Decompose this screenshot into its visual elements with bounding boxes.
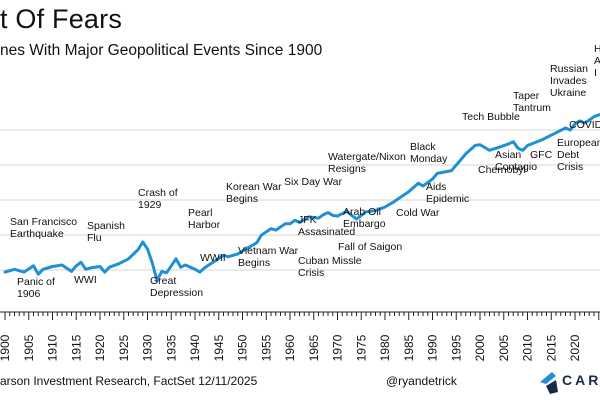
annotation-label: JFK Assasinated	[298, 214, 355, 238]
annotation-label: Spanish Flu	[87, 220, 125, 244]
x-tick-label: 2020	[568, 334, 582, 361]
x-tick-label: 1910	[46, 334, 60, 361]
annotation-label: Cold War	[396, 207, 440, 219]
page-title: t Of Fears	[0, 4, 123, 34]
x-tick-label: 1900	[0, 334, 12, 361]
x-tick-label: 2015	[544, 334, 558, 361]
annotation-label: Cuban Missle Crisis	[298, 255, 362, 279]
x-tick-label: 1975	[354, 334, 368, 361]
x-tick-label: 1940	[188, 334, 202, 361]
x-tick-label: 1930	[141, 334, 155, 361]
x-tick-label: 1970	[331, 334, 345, 361]
annotation-label: Vietnam War Begins	[238, 245, 299, 269]
x-tick-label: 1950	[236, 334, 250, 361]
x-tick-label: 1990	[426, 334, 440, 361]
x-tick-label: 1955	[259, 334, 273, 361]
annotation-label: WWI	[74, 274, 97, 286]
x-tick-label: 1925	[117, 334, 131, 361]
x-tick-label: 1915	[69, 334, 83, 361]
annotation-label: Korean War Begins	[226, 181, 282, 205]
x-tick-label: 1960	[283, 334, 297, 361]
annotation-label: European Debt Crisis	[557, 137, 600, 173]
logo-mark-icon	[540, 372, 558, 394]
author-handle: @ryandetrick	[386, 374, 457, 388]
annotation-label: GFC	[530, 149, 553, 161]
x-tick-label: 1995	[449, 334, 463, 361]
x-tick-label: 1980	[378, 334, 392, 361]
x-tick-label: 1920	[93, 334, 107, 361]
annotation-label: Watergate/Nixon Resigns	[328, 151, 406, 175]
page-subtitle: nes With Major Geopolitical Events Since…	[0, 42, 323, 59]
annotation-label: Taper Tantrum	[513, 90, 551, 114]
annotation-label: Arab Oil Embargo	[343, 206, 386, 230]
annotation-label: COVID	[569, 119, 600, 131]
annotation-label: Tech Bubble	[462, 111, 520, 123]
logo-text: CAR	[562, 372, 600, 388]
x-tick-label: 1905	[22, 334, 36, 361]
annotation-label: Asian Contagio	[495, 149, 537, 173]
x-tick-label: 1965	[307, 334, 321, 361]
annotation-label: Aids Epidemic	[426, 181, 469, 205]
annotation-label: Russian Invades Ukraine	[550, 63, 588, 99]
annotation-label: Panic of 1906	[17, 276, 55, 300]
annotation-label: Great Depression	[150, 275, 203, 299]
annotation-label: Crash of 1929	[138, 187, 178, 211]
source-note: arson Investment Research, FactSet 12/11…	[0, 374, 258, 388]
annotation-label: San Francisco Earthquake	[10, 216, 77, 240]
x-tick-label: 2005	[497, 334, 511, 361]
x-tick-label: 2010	[521, 334, 535, 361]
brand-logo: CAR	[536, 366, 600, 396]
annotation-label: Fall of Saigon	[338, 241, 402, 253]
x-tick-label: 1985	[402, 334, 416, 361]
annotation-label: Pearl Harbor	[188, 207, 221, 231]
series-line	[3, 113, 600, 282]
x-tick-label: 2000	[473, 334, 487, 361]
annotation-label: Six Day War	[284, 176, 342, 188]
x-tick-label: 1935	[164, 334, 178, 361]
x-tick-label: 1945	[212, 334, 226, 361]
annotation-label: Black Monday	[410, 141, 448, 165]
annotation-label: WWII	[200, 252, 226, 264]
annotation-label: Chernobyl	[478, 164, 526, 176]
